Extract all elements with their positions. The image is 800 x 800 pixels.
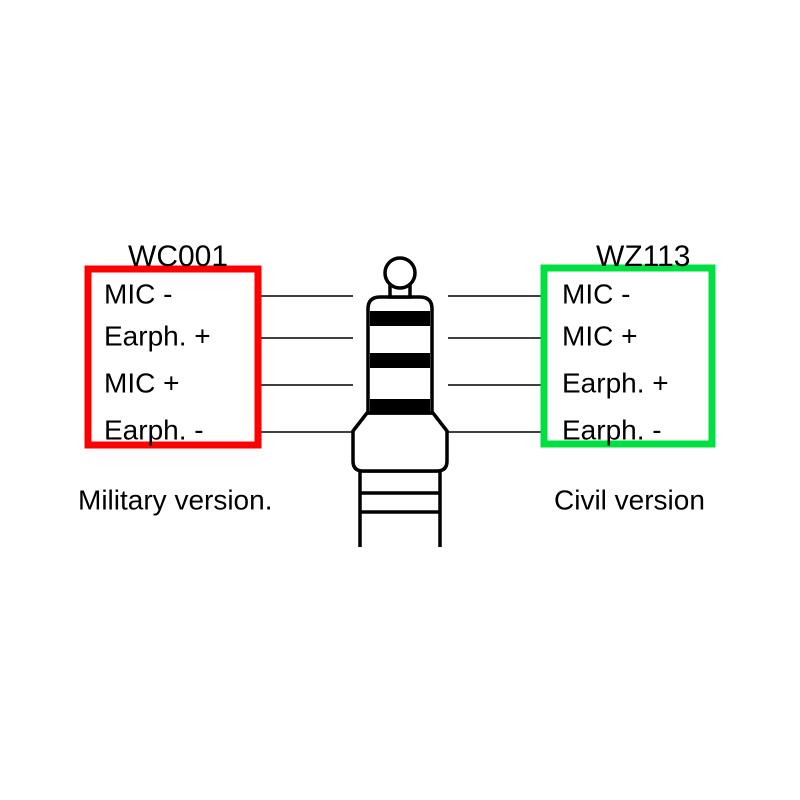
right-pin-label: Earph. + bbox=[562, 367, 669, 398]
left-pin-label: MIC + bbox=[104, 367, 179, 398]
right-title: WZ113 bbox=[596, 240, 690, 273]
left-pin-label: MIC - bbox=[104, 278, 172, 309]
right-pin-label: MIC + bbox=[562, 320, 637, 351]
left-title: WC001 bbox=[128, 240, 228, 273]
right-pin-label: Earph. - bbox=[562, 414, 662, 445]
right-caption: Civil version bbox=[554, 484, 705, 515]
left-caption: Military version. bbox=[78, 484, 272, 515]
right-pin-label: MIC - bbox=[562, 278, 630, 309]
left-pin-label: Earph. - bbox=[104, 414, 204, 445]
left-pin-label: Earph. + bbox=[104, 320, 211, 351]
